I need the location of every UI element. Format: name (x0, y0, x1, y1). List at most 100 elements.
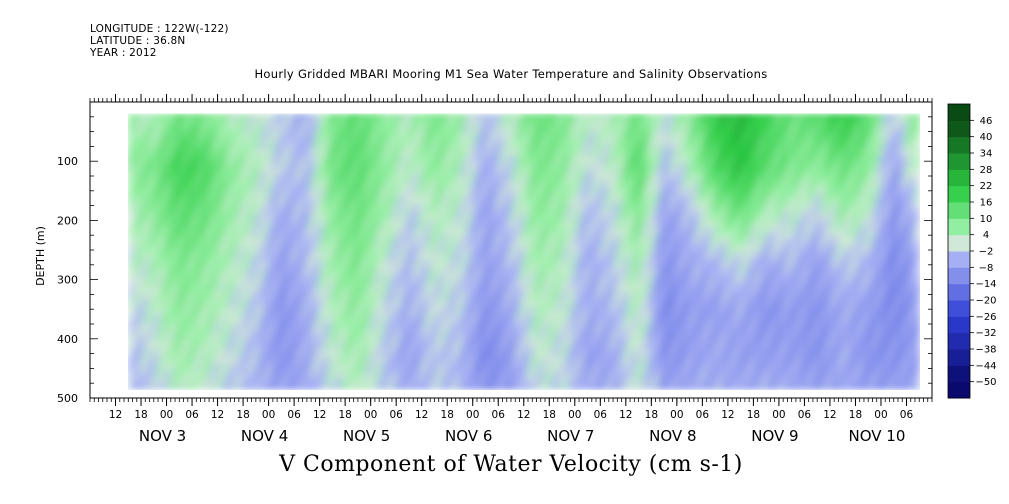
heatmap-cell (219, 257, 224, 265)
heatmap-cell (444, 353, 450, 360)
heatmap-cell (294, 269, 299, 277)
heatmap-cell (187, 299, 193, 306)
heatmap-cell (476, 197, 481, 205)
heatmap-cell (405, 227, 410, 235)
heatmap-cell (436, 197, 442, 205)
heatmap-cell (306, 329, 311, 336)
heatmap-cell (539, 287, 545, 294)
heatmap-cell (246, 161, 252, 169)
heatmap-cell (416, 257, 422, 265)
heatmap-cell (523, 245, 529, 253)
heatmap-cell (389, 365, 394, 372)
heatmap-cell (341, 113, 347, 121)
heatmap-cell (294, 113, 299, 121)
heatmap-cell (136, 305, 141, 312)
heatmap-cell (416, 191, 422, 199)
heatmap-cell (519, 143, 525, 151)
heatmap-cell (464, 293, 469, 300)
heatmap-cell (250, 317, 256, 324)
heatmap-cell (480, 239, 485, 247)
heatmap-cell (500, 221, 505, 229)
heatmap-cell (413, 119, 418, 127)
heatmap-cell (428, 143, 434, 151)
heatmap-cell (535, 239, 541, 247)
heatmap-cell (337, 365, 343, 372)
heatmap-cell (310, 203, 315, 211)
heatmap-cell (155, 341, 161, 348)
heatmap-cell (357, 269, 363, 277)
heatmap-cell (167, 383, 173, 390)
heatmap-cell (531, 311, 537, 318)
latitude-label: LATITUDE : 36.8N (90, 35, 186, 47)
heatmap-cell (286, 239, 292, 247)
heatmap-cell (523, 263, 529, 271)
heatmap-cell (440, 311, 446, 318)
heatmap-cell (175, 131, 181, 139)
heatmap-cell (262, 251, 268, 259)
heatmap-cell (203, 191, 208, 199)
heatmap-cell (349, 209, 355, 217)
heatmap-cell (496, 149, 501, 157)
heatmap-cell (167, 149, 173, 157)
heatmap-cell (440, 209, 446, 217)
heatmap-cell (314, 161, 319, 169)
heatmap-cell (460, 383, 466, 390)
heatmap-cell (535, 317, 541, 324)
heatmap-cell (492, 149, 497, 157)
heatmap-cell (373, 305, 379, 312)
heatmap-cell (183, 191, 189, 199)
heatmap-cell (246, 173, 252, 181)
heatmap-cell (132, 233, 137, 241)
heatmap-cell (199, 209, 205, 217)
heatmap-cell (215, 293, 220, 300)
heatmap-cell (266, 173, 272, 181)
heatmap-cell (326, 335, 331, 342)
heatmap-cell (167, 209, 173, 217)
heatmap-cell (250, 209, 256, 217)
heatmap-cell (539, 335, 545, 342)
heatmap-cell (159, 287, 165, 294)
heatmap-cell (500, 173, 505, 181)
heatmap-cell (187, 197, 193, 205)
heatmap-cell (318, 227, 323, 235)
heatmap-cell (140, 221, 145, 229)
heatmap-cell (211, 179, 216, 187)
heatmap-cell (436, 173, 442, 181)
heatmap-cell (171, 209, 177, 217)
heatmap-cell (420, 311, 426, 318)
heatmap-cell (211, 353, 216, 360)
heatmap-cell (246, 119, 252, 127)
heatmap-cell (314, 191, 319, 199)
heatmap-cell (250, 197, 256, 205)
heatmap-cell (163, 203, 169, 211)
heatmap-cell (452, 215, 458, 223)
heatmap-cell (539, 275, 545, 282)
heatmap-cell (294, 257, 299, 265)
heatmap-cell (195, 293, 201, 300)
heatmap-cell (294, 317, 299, 324)
heatmap-cell (322, 245, 327, 253)
heatmap-cell (377, 359, 382, 366)
heatmap-cell (405, 305, 410, 312)
heatmap-cell (468, 323, 473, 330)
heatmap-cell (531, 233, 537, 241)
heatmap-cell (428, 113, 434, 121)
heatmap-cell (215, 353, 220, 360)
heatmap-cell (547, 215, 553, 223)
heatmap-cell (377, 119, 382, 127)
heatmap-cell (357, 125, 363, 133)
heatmap-cell (503, 335, 509, 342)
heatmap-cell (405, 203, 410, 211)
heatmap-cell (484, 155, 489, 163)
heatmap-cell (227, 155, 232, 163)
heatmap-cell (152, 185, 157, 193)
heatmap-cell (227, 365, 232, 372)
heatmap-cell (254, 359, 260, 366)
heatmap-cell (397, 185, 402, 193)
heatmap-cell (361, 371, 367, 378)
heatmap-cell (128, 197, 133, 205)
heatmap-cell (175, 365, 181, 372)
heatmap-cell (452, 239, 458, 247)
heatmap-cell (144, 377, 149, 384)
heatmap-cell (136, 335, 141, 342)
